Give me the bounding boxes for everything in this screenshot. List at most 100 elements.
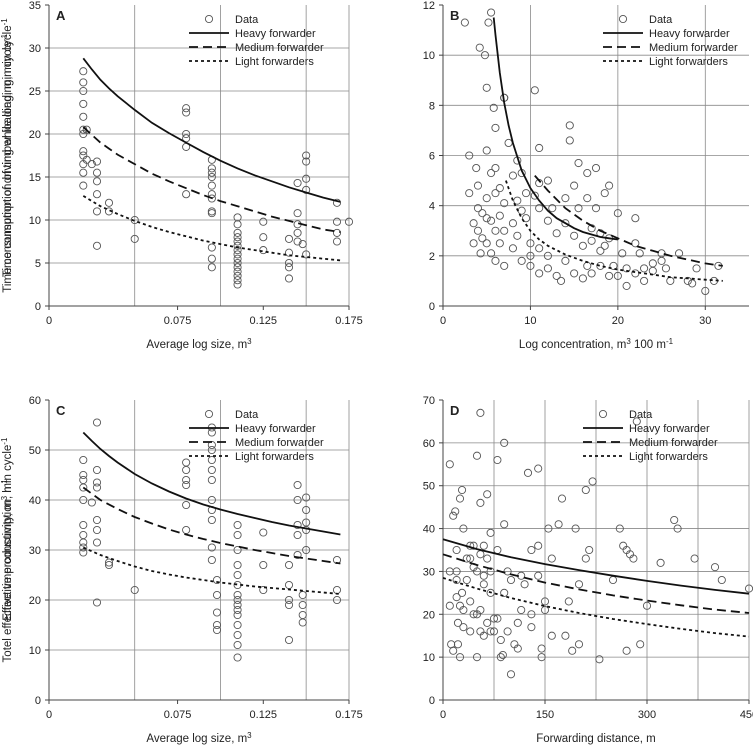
y-tick-label: 30 (29, 43, 41, 55)
data-point (207, 254, 216, 263)
data-point (92, 168, 102, 177)
y-axis-label-sup: -1 (0, 18, 9, 26)
data-point (640, 276, 649, 285)
data-point (570, 231, 579, 240)
data-point (640, 264, 649, 273)
data-point (552, 229, 561, 238)
legend-label: Data (235, 14, 259, 26)
data-point (79, 168, 88, 177)
data-point (212, 590, 222, 600)
series-line-heavy-forwarder (492, 17, 619, 241)
data-point (207, 465, 216, 475)
data-point (79, 538, 88, 547)
data-point (233, 620, 242, 630)
data-point (483, 490, 492, 499)
data-point (587, 236, 596, 245)
data-point (469, 610, 478, 619)
data-point (284, 595, 294, 605)
data-point (182, 500, 191, 510)
data-point (79, 543, 88, 552)
data-point (683, 276, 692, 285)
data-point (233, 220, 242, 229)
data-point (540, 597, 550, 606)
data-point (212, 575, 222, 585)
y-axis-label-text: Time consumption of timber loading, min … (2, 41, 14, 277)
y-tick-label: 10 (29, 645, 41, 657)
data-point (535, 269, 544, 278)
data-point (479, 631, 488, 640)
y-tick-label: 0 (429, 301, 435, 313)
data-point (487, 8, 496, 17)
legend: Data Heavy forwarder Medium forwarder Light… (583, 409, 718, 463)
data-point (585, 545, 594, 555)
data-point (552, 271, 561, 280)
legend-label: Heavy forwarder (235, 423, 316, 435)
data-point (526, 261, 535, 270)
data-point (564, 597, 573, 606)
x-tick-label: 0.175 (335, 315, 363, 327)
data-point (588, 477, 597, 486)
data-point (449, 646, 458, 655)
y-tick-label: 10 (423, 652, 435, 664)
data-point (332, 237, 342, 246)
data-point (293, 237, 302, 246)
data-point (522, 214, 531, 223)
data-point (207, 475, 216, 485)
data-point (207, 455, 216, 465)
legend-label: Heavy forwarder (649, 28, 730, 40)
data-point (495, 211, 504, 220)
data-point (293, 550, 302, 560)
legend-label: Light forwarders (649, 56, 728, 68)
y-axis-label-sup: -1 (0, 479, 9, 487)
data-point (583, 169, 592, 178)
legend-label: Light forwarders (235, 56, 314, 68)
data-point (543, 264, 552, 273)
data-point (92, 538, 102, 547)
data-point (92, 515, 102, 525)
plot-area (49, 5, 349, 306)
data-point (284, 600, 294, 610)
y-tick-label: 0 (35, 695, 41, 707)
data-point (207, 243, 216, 252)
data-point (673, 524, 682, 533)
data-point (587, 224, 596, 233)
y-tick-label: 20 (29, 595, 41, 607)
data-point (556, 276, 566, 285)
data-point (104, 560, 114, 570)
data-point (475, 43, 484, 52)
data-point (482, 214, 491, 223)
data-point (557, 494, 567, 503)
data-point (233, 237, 242, 246)
legend-marker (618, 14, 628, 24)
data-point (517, 605, 526, 615)
data-point (482, 83, 491, 92)
data-point (182, 104, 191, 113)
legend-label: Data (235, 409, 259, 421)
data-point (332, 228, 342, 237)
data-point (537, 653, 546, 662)
data-point (298, 618, 307, 627)
data-point (92, 418, 102, 427)
data-point (508, 244, 517, 253)
panel-label: A (56, 8, 66, 23)
data-point (487, 216, 496, 225)
data-point (530, 86, 539, 95)
data-point (207, 543, 216, 552)
data-point (462, 575, 471, 585)
data-point (293, 209, 302, 218)
data-point (493, 614, 502, 623)
legend-marker (598, 409, 608, 419)
data-point (92, 241, 102, 250)
y-axis-label: Totel effective time consumption, min cy… (0, 437, 14, 662)
data-point (478, 234, 487, 243)
legend-label: Heavy forwarder (235, 28, 316, 40)
data-point (453, 618, 463, 627)
data-point (293, 480, 302, 490)
data-point (284, 560, 294, 570)
data-point (491, 256, 500, 265)
x-tick-label: 30 (699, 315, 711, 327)
series-line-heavy-forwarder (442, 538, 750, 595)
data-point (469, 239, 478, 248)
x-axis-label-sup: 3 (247, 731, 252, 740)
